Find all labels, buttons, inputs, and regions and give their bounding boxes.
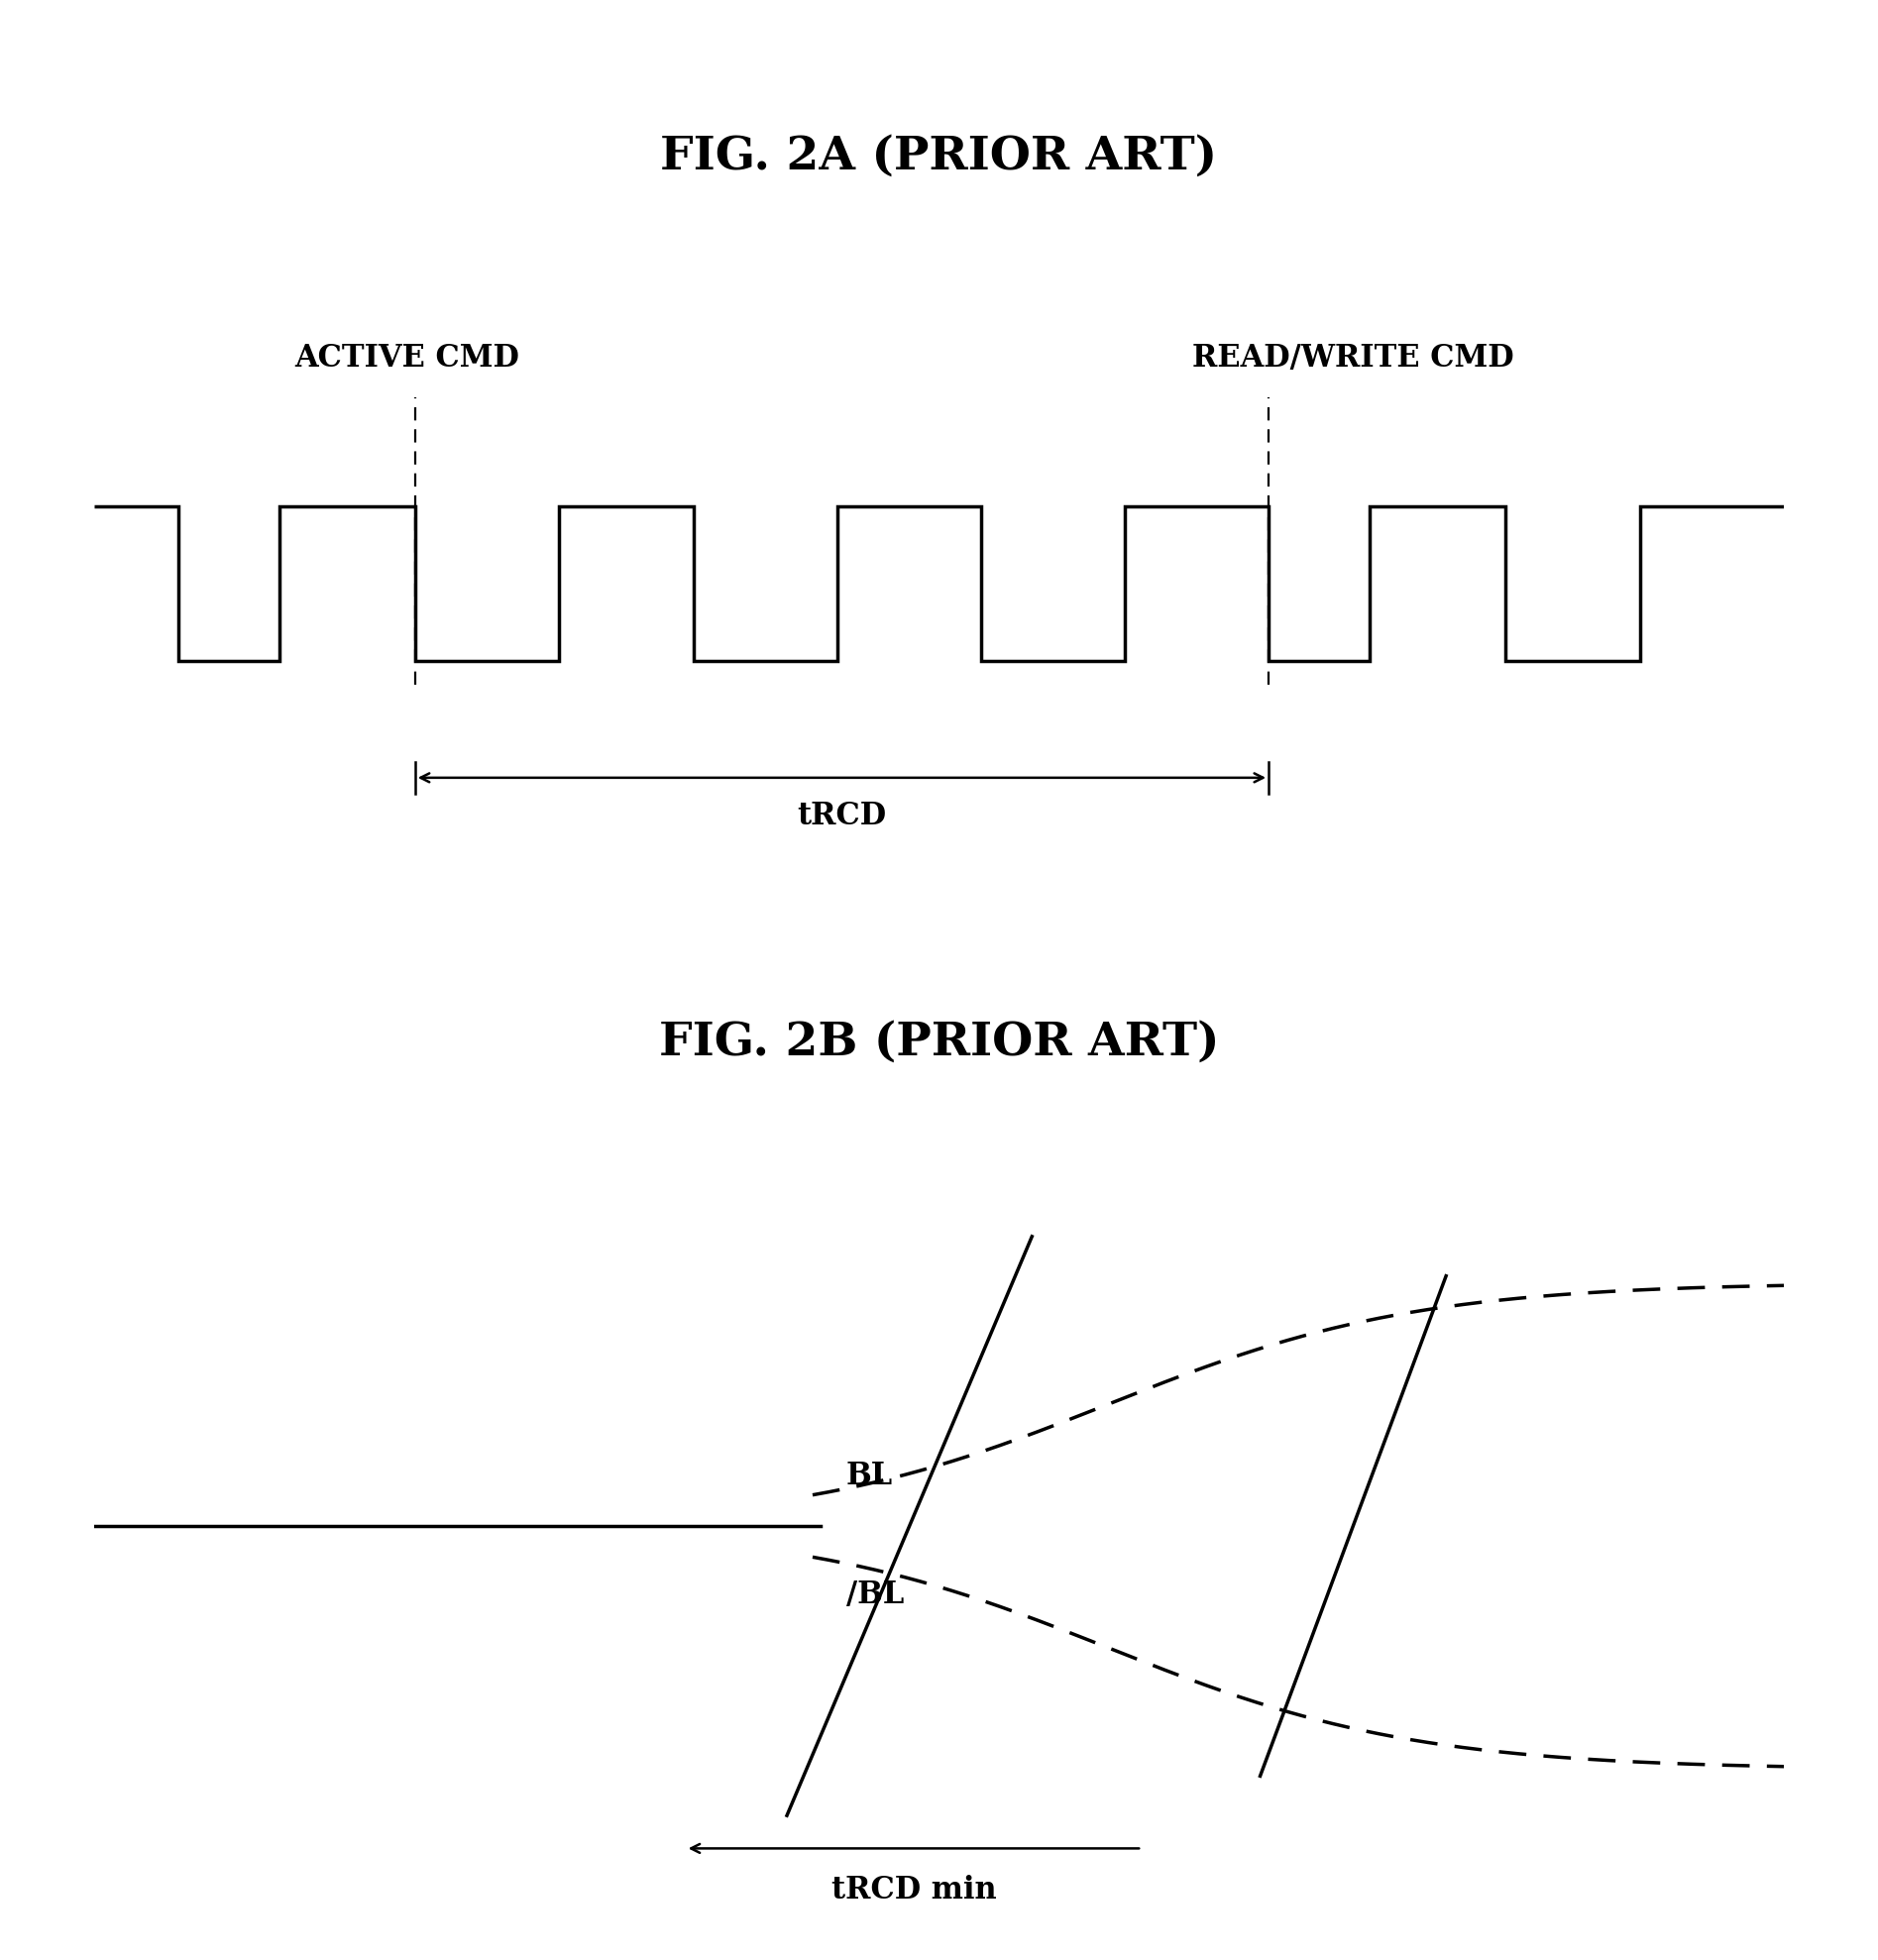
- Text: BL: BL: [847, 1460, 892, 1492]
- Text: /BL: /BL: [847, 1580, 903, 1609]
- Text: tRCD min: tRCD min: [832, 1874, 995, 1905]
- Text: tRCD: tRCD: [796, 802, 886, 831]
- Text: ACTIVE CMD: ACTIVE CMD: [295, 343, 518, 374]
- Text: READ/WRITE CMD: READ/WRITE CMD: [1193, 343, 1514, 374]
- Text: FIG. 2A (PRIOR ART): FIG. 2A (PRIOR ART): [661, 133, 1217, 178]
- Text: FIG. 2B (PRIOR ART): FIG. 2B (PRIOR ART): [659, 1019, 1219, 1064]
